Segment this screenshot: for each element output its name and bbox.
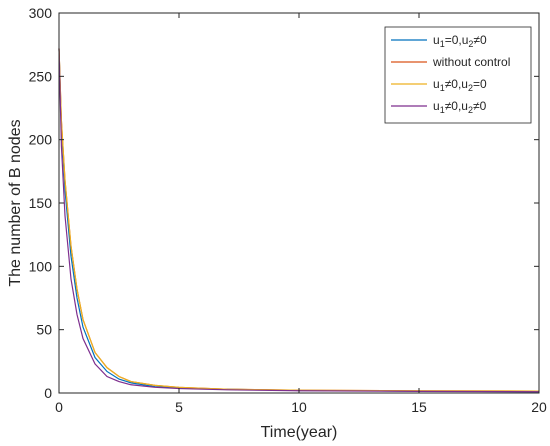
y-tick-label: 200 — [29, 132, 53, 148]
y-tick-label: 0 — [44, 385, 52, 401]
legend-label-4: u1≠0,u2≠0 — [433, 99, 487, 115]
x-tick-label: 15 — [411, 399, 427, 415]
legend-box — [384, 26, 532, 124]
x-tick-label: 0 — [55, 399, 63, 415]
legend-label-1: u1=0,u2≠0 — [433, 33, 487, 49]
legend-label-2: without control — [432, 55, 510, 69]
series-line-4 — [58, 48, 540, 393]
x-tick-label: 10 — [291, 399, 307, 415]
legend-label-3: u1≠0,u2=0 — [433, 77, 487, 93]
y-tick-label: 250 — [29, 68, 53, 84]
y-tick-label: 100 — [29, 258, 53, 274]
y-axis-label: The number of B nodes — [7, 119, 24, 286]
y-tick-label: 50 — [36, 322, 52, 338]
y-tick-label: 150 — [29, 195, 53, 211]
legend: u1=0,u2≠0 without control u1≠0,u2=0 u1≠0,u2… — [384, 26, 532, 124]
y-tick-label: 300 — [29, 5, 53, 21]
x-axis-label: Time(year) — [261, 424, 338, 441]
series-layer — [58, 48, 540, 393]
x-tick-label: 5 — [175, 399, 183, 415]
x-tick-label: 20 — [531, 399, 547, 415]
